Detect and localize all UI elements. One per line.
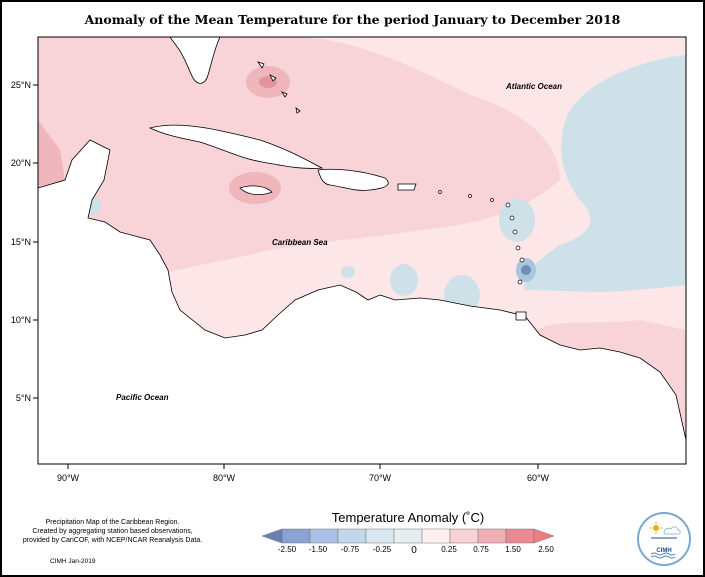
- field-blue-venezuela-w: [390, 264, 418, 296]
- legend-swatch-2: [309, 528, 339, 544]
- cimh-logo: CIMH: [637, 512, 691, 566]
- lat-label-5: 5°N: [16, 393, 31, 403]
- field-pink-mid-yucatan: [38, 120, 65, 188]
- wave-icon: [650, 555, 676, 559]
- legend-tick: 1.50: [505, 545, 521, 554]
- legend-tick: 2.50: [538, 545, 554, 554]
- plot-border: [37, 36, 687, 465]
- lat-label-10: 10°N: [11, 315, 31, 325]
- land-bahamas: [257, 61, 301, 114]
- footer-note-line: Precipitation Map of the Caribbean Regio…: [45, 519, 180, 526]
- legend-swatch-4: [365, 528, 395, 544]
- legend-swatch-7: [449, 528, 479, 544]
- land-lesser-antilles: [438, 190, 525, 285]
- label-atlantic-ocean: Atlantic Ocean: [505, 82, 562, 91]
- land-puerto-rico: [397, 183, 417, 191]
- legend-tick: -0.75: [341, 545, 360, 554]
- land-trinidad: [515, 311, 527, 321]
- island-dot: [512, 229, 518, 235]
- legend-tick: 0: [411, 545, 417, 556]
- x-axis-ticks: [67, 464, 539, 469]
- lat-label-15: 15°N: [11, 237, 31, 247]
- field-blue-small: [341, 266, 355, 278]
- legend-swatch-10: [533, 528, 555, 544]
- sun-icon: [653, 525, 659, 531]
- wave-icon: [650, 552, 676, 556]
- island-dot: [468, 194, 472, 198]
- footer-note-line: Created by aggregating station based obs…: [32, 528, 193, 535]
- legend-tick: 0.75: [473, 545, 489, 554]
- land-jamaica: [239, 185, 273, 196]
- footer-note: Precipitation Map of the Caribbean Regio…: [10, 518, 215, 545]
- legend-swatch-6: [421, 528, 451, 544]
- field-blue-antilles: [499, 198, 535, 242]
- island-dot: [517, 279, 523, 285]
- logo-graphic: [650, 522, 681, 559]
- label-caribbean-sea: Caribbean Sea: [272, 238, 328, 247]
- land-mainland: [38, 139, 686, 464]
- legend-swatch-9: [505, 528, 535, 544]
- lon-label-60: 60°W: [527, 473, 550, 483]
- legend-tick: -1.50: [309, 545, 328, 554]
- island-dot: [490, 198, 494, 202]
- lon-label-70: 70°W: [369, 473, 392, 483]
- legend-colorbar: [261, 528, 555, 544]
- island-dot: [438, 190, 442, 194]
- land-hispaniola: [317, 168, 389, 191]
- island-dot: [505, 202, 511, 208]
- land-florida: [169, 37, 221, 84]
- lon-label-90: 90°W: [57, 473, 80, 483]
- legend-ticks: -2.50 -1.50 -0.75 -0.25 0 0.25 0.75 1.50…: [278, 545, 554, 556]
- legend-tick: 0.25: [441, 545, 457, 554]
- label-pacific-ocean: Pacific Ocean: [116, 393, 169, 402]
- legend-swatch-8: [477, 528, 507, 544]
- footer-credit: CIMH Jan-2019: [50, 558, 96, 565]
- island-dot: [509, 215, 515, 221]
- legend-tick: -0.25: [373, 545, 392, 554]
- lat-label-25: 25°N: [11, 80, 31, 90]
- legend-swatch-5: [393, 528, 423, 544]
- island-dot: [519, 257, 525, 263]
- field-blue-atlantic: [524, 55, 686, 292]
- legend-swatch-3: [337, 528, 367, 544]
- field-pink-nw: [38, 37, 160, 85]
- logo-text: CIMH: [656, 548, 672, 554]
- map-title: Anomaly of the Mean Temperature for the …: [84, 12, 621, 27]
- field-blue-dark-antilles: [521, 265, 531, 275]
- land-cuba: [148, 124, 324, 169]
- island-dot: [515, 245, 521, 251]
- footer-note-line: provided by CariCOF, with NCEP/NCAR Rean…: [22, 537, 203, 544]
- legend-swatch-1: [281, 528, 311, 544]
- x-axis-labels: 90°W 80°W 70°W 60°W: [57, 473, 550, 483]
- legend-tick: -2.50: [278, 545, 297, 554]
- legend-swatch-0: [261, 528, 283, 544]
- ocean-labels: Atlantic Ocean Caribbean Sea Pacific Oce…: [116, 82, 562, 402]
- cloud-icon: [663, 526, 681, 535]
- lat-label-20: 20°N: [11, 158, 31, 168]
- y-axis-ticks: [33, 84, 38, 399]
- land-layer: [38, 37, 686, 464]
- legend-title: Temperature Anomaly (˚C): [331, 510, 485, 525]
- lon-label-80: 80°W: [213, 473, 236, 483]
- y-axis-labels: 25°N 20°N 15°N 10°N 5°N: [11, 80, 31, 403]
- sun-rays-icon: [650, 522, 662, 534]
